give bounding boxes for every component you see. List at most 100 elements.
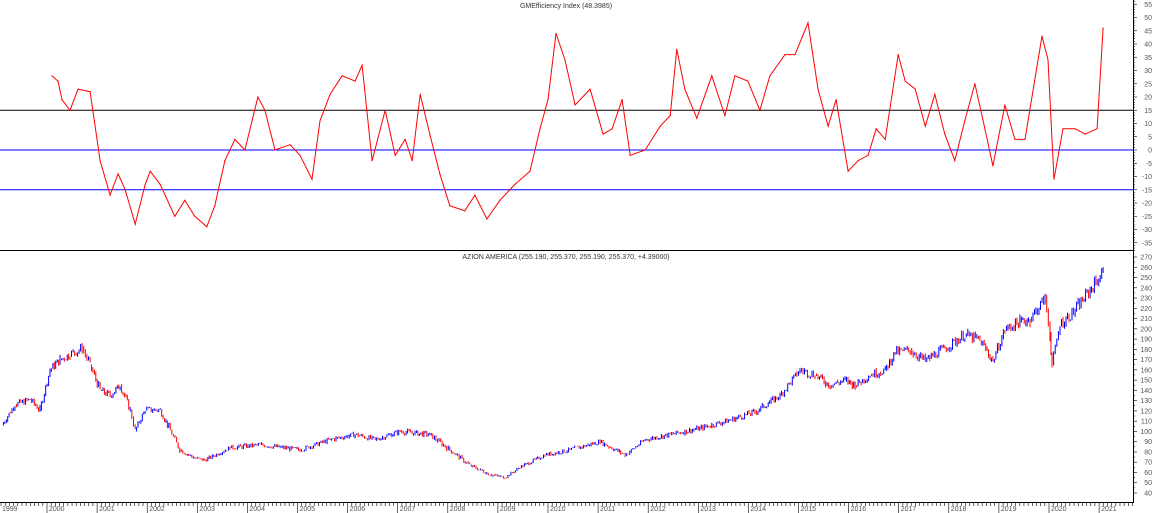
index-point [134,223,136,225]
index-point [109,194,111,196]
index-point [264,109,266,111]
index-point [747,80,749,82]
index-point [924,125,926,127]
y-tick-label: 5 [1148,134,1152,141]
index-point [1041,35,1043,37]
index-point [669,114,671,117]
x-tick-label: 2013 [700,506,716,513]
index-point [124,189,126,191]
index-point [289,144,291,146]
index-point [1074,128,1076,130]
index-point [404,138,406,140]
y-tick-label: 70 [1144,460,1152,467]
y-tick-label: -20 [1142,201,1152,208]
index-point [1084,133,1086,135]
index-point [384,109,386,111]
x-tick-label: 2002 [149,506,165,513]
index-point [144,183,146,186]
index-point [371,160,373,162]
index-point [884,138,886,140]
index-point [602,133,604,135]
index-point [194,215,196,217]
index-point [974,83,976,85]
index-point [89,91,91,93]
index-point [555,32,557,35]
index-point [589,88,591,90]
index-point [474,194,476,196]
y-tick-label: 110 [1141,419,1152,426]
index-point [696,117,698,119]
index-point [257,96,259,98]
index-point [847,170,849,172]
index-point [51,75,53,77]
x-tick-label: 2004 [249,506,265,513]
index-point [99,160,101,162]
y-tick-label: 260 [1140,265,1152,272]
index-point [1004,104,1006,106]
index-point [954,160,956,162]
index-point [794,54,796,56]
index-point [411,160,413,162]
index-point [984,128,986,130]
index-point [354,80,356,82]
index-point [274,149,276,151]
index-point [429,133,431,135]
x-tick-label: 2006 [350,506,366,513]
x-tick-label: 2009 [500,506,516,513]
index-point [759,109,761,111]
index-point [1102,27,1104,29]
y-tick-label: 30 [1144,68,1152,75]
x-tick-label: 2008 [450,506,466,513]
x-tick-label: 2003 [199,506,215,513]
x-tick-label: 2001 [99,506,115,513]
index-point [341,75,343,77]
y-tick-label: 270 [1140,255,1152,262]
y-tick-label: 20 [1144,95,1152,102]
y-tick-label: 60 [1144,470,1152,477]
index-point [644,149,646,151]
y-tick-label: -35 [1142,240,1152,247]
index-point [319,120,321,122]
index-point [529,170,531,172]
index-point [214,205,216,207]
y-tick-label: 15 [1144,108,1152,115]
y-tick-label: -15 [1142,187,1152,194]
index-point [69,109,71,111]
index-point [827,125,829,127]
y-tick-label: -10 [1142,174,1152,181]
index-point [867,154,869,156]
index-point [1096,128,1098,130]
index-point [574,104,576,106]
index-point [1014,138,1016,140]
index-point [244,149,246,151]
x-tick-label: 2012 [650,506,666,513]
index-point [875,128,877,130]
y-tick-label: 200 [1140,326,1152,333]
index-point [1062,128,1064,130]
y-tick-label: 80 [1144,449,1152,456]
index-point [439,173,441,175]
index-point [734,75,736,77]
y-tick-label: -5 [1146,161,1152,168]
index-point [299,154,301,156]
y-tick-label: 55 [1144,2,1152,9]
index-point [769,75,771,77]
x-tick-label: 2010 [550,506,566,513]
index-point [934,93,936,95]
index-point [676,48,678,50]
index-point [1047,59,1049,61]
index-point [835,99,837,101]
index-point [784,54,786,56]
efficiency-index-panel [0,20,1133,228]
index-point [724,114,726,117]
index-point [857,160,859,162]
y-tick-label: 170 [1140,357,1152,364]
x-tick-label: 2021 [1101,506,1117,513]
index-point [992,165,994,167]
index-point [684,88,686,90]
index-point [329,93,331,95]
index-point [311,178,313,180]
x-tick-label: 2005 [300,506,316,513]
index-point [117,173,119,175]
